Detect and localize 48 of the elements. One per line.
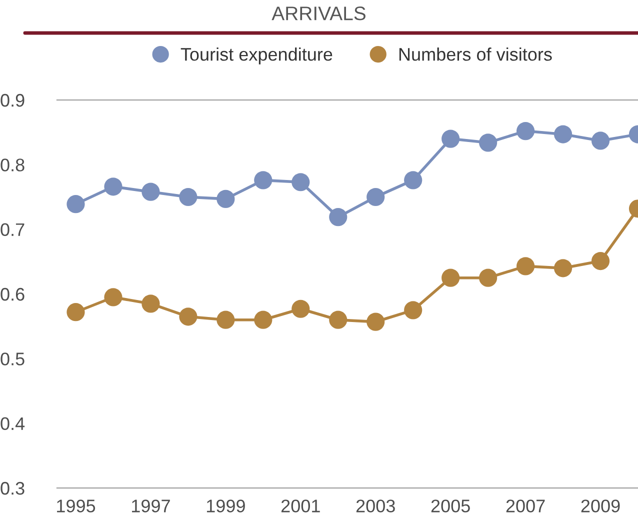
point bbox=[366, 312, 385, 331]
point bbox=[366, 188, 385, 206]
point bbox=[554, 259, 572, 278]
point bbox=[254, 171, 272, 190]
point bbox=[216, 310, 235, 329]
point bbox=[479, 268, 498, 287]
x-tick-label: 2001 bbox=[281, 500, 320, 512]
y-tick-label: 0.7 bbox=[0, 223, 24, 236]
point bbox=[142, 294, 160, 313]
y-tick-label: 0.5 bbox=[0, 352, 24, 366]
point bbox=[516, 257, 535, 276]
x-tick-label: 1999 bbox=[206, 500, 245, 512]
point bbox=[554, 125, 572, 144]
y-tick-label: 0.8 bbox=[0, 158, 24, 172]
point bbox=[516, 122, 535, 140]
y-tick-label: 0.6 bbox=[0, 288, 24, 301]
x-tick-label: 2009 bbox=[581, 500, 620, 512]
chart-title: ARRIVALS bbox=[272, 6, 366, 20]
y-tick-label: 0.4 bbox=[0, 417, 25, 430]
point bbox=[442, 130, 460, 148]
x-tick-label: 1997 bbox=[132, 500, 170, 512]
y-tick-label: 0.3 bbox=[0, 482, 24, 495]
x-tick-label: 2007 bbox=[506, 500, 545, 512]
x-tick-label: 2005 bbox=[431, 500, 470, 512]
point bbox=[254, 310, 272, 329]
point bbox=[292, 173, 310, 192]
point bbox=[329, 310, 348, 329]
legend-label: Numbers of visitors bbox=[399, 48, 552, 61]
point bbox=[142, 182, 160, 201]
point bbox=[479, 134, 498, 152]
x-tick-label: 1995 bbox=[57, 500, 96, 512]
point bbox=[179, 308, 198, 326]
point bbox=[442, 268, 460, 287]
point bbox=[179, 188, 198, 206]
point bbox=[216, 190, 235, 208]
point bbox=[104, 288, 122, 306]
legend-label: Tourist expenditure bbox=[180, 48, 332, 64]
x-tick-label: 2003 bbox=[356, 500, 395, 512]
point bbox=[104, 178, 122, 196]
point bbox=[66, 195, 85, 214]
point bbox=[591, 132, 610, 150]
point bbox=[292, 300, 310, 318]
point bbox=[404, 301, 422, 320]
point bbox=[404, 171, 422, 190]
point bbox=[591, 252, 610, 270]
point bbox=[329, 208, 348, 226]
point bbox=[66, 303, 85, 322]
y-tick-label: 0.9 bbox=[0, 94, 24, 107]
